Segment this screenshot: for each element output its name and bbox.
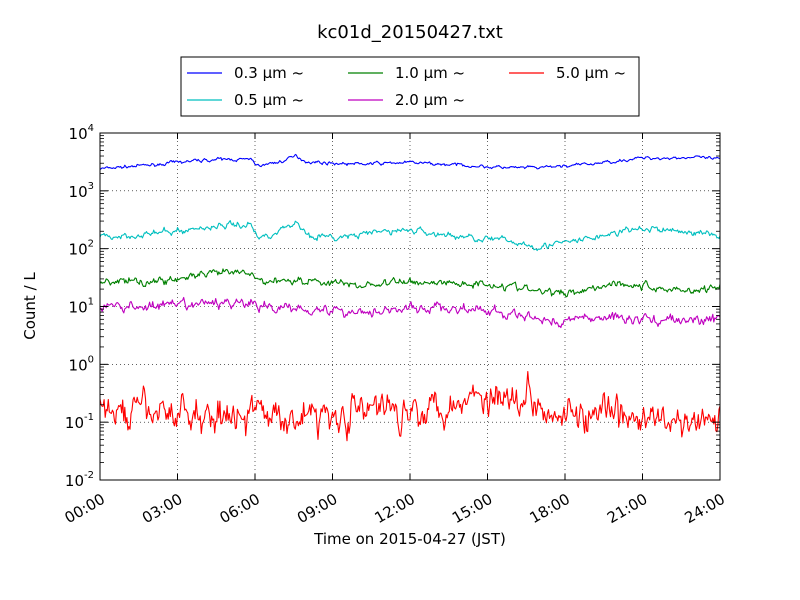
ticks [99,132,721,481]
legend: 0.3 μm ~ 0.5 μm ~ 1.0 μm ~ 2.0 μm ~ 5.0 μm ~ [180,56,640,117]
series-line-2 [99,220,721,252]
y-tick-label: 101 [69,297,94,317]
y-tick-label: 100 [69,354,94,374]
y-tick-label: 10-2 [65,470,94,490]
y-tick-label: 104 [69,123,94,143]
y-tick-label: 102 [69,239,94,259]
y-tick-label: 103 [69,181,94,201]
series-line-3 [99,268,721,298]
legend-label-4: 2.0 μm ~ [395,91,465,109]
legend-label-2: 0.5 μm ~ [234,91,304,109]
legend-box [180,56,640,117]
y-tick-labels: 10-2 10-1 100 101 102 103 104 [65,123,94,490]
grid [99,133,721,480]
series-line-5 [99,370,721,442]
series-layer [99,153,721,442]
legend-label-5: 5.0 μm ~ [556,64,626,82]
chart-title: kc01d_20150427.txt [317,22,503,43]
y-axis-label: Count / L [21,272,39,340]
x-axis-label: Time on 2015-04-27 (JST) [313,530,506,548]
series-line-4 [100,296,721,329]
legend-label-1: 0.3 μm ~ [234,64,304,82]
series-line-1 [99,153,721,170]
y-tick-label: 10-1 [65,412,94,432]
legend-label-3: 1.0 μm ~ [395,64,465,82]
